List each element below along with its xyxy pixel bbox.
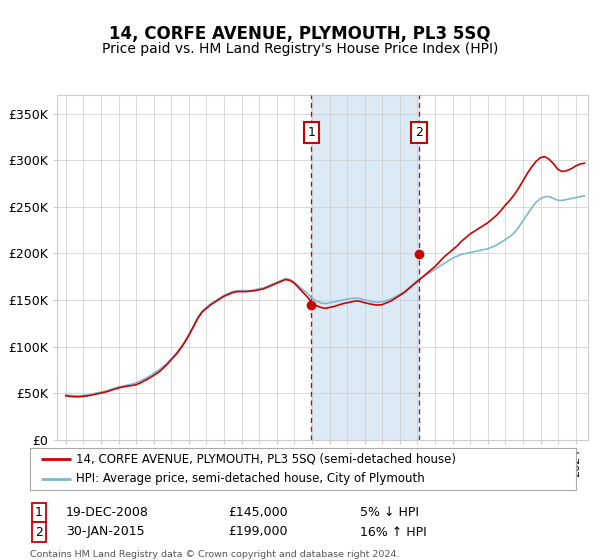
Text: Price paid vs. HM Land Registry's House Price Index (HPI): Price paid vs. HM Land Registry's House … [102,42,498,56]
Text: HPI: Average price, semi-detached house, City of Plymouth: HPI: Average price, semi-detached house,… [76,472,425,485]
Text: £199,000: £199,000 [228,525,287,539]
Text: 14, CORFE AVENUE, PLYMOUTH, PL3 5SQ (semi-detached house): 14, CORFE AVENUE, PLYMOUTH, PL3 5SQ (sem… [76,453,457,466]
Text: 16% ↑ HPI: 16% ↑ HPI [360,525,427,539]
Text: 2: 2 [35,525,43,539]
Text: 1: 1 [35,506,43,519]
Text: 30-JAN-2015: 30-JAN-2015 [66,525,145,539]
Text: 19-DEC-2008: 19-DEC-2008 [66,506,149,519]
Text: 1: 1 [307,126,316,139]
Text: 14, CORFE AVENUE, PLYMOUTH, PL3 5SQ: 14, CORFE AVENUE, PLYMOUTH, PL3 5SQ [109,25,491,43]
Text: Contains HM Land Registry data © Crown copyright and database right 2024.
This d: Contains HM Land Registry data © Crown c… [30,550,400,560]
Text: £145,000: £145,000 [228,506,287,519]
Text: 2: 2 [415,126,423,139]
Text: 5% ↓ HPI: 5% ↓ HPI [360,506,419,519]
Bar [311,95,419,440]
